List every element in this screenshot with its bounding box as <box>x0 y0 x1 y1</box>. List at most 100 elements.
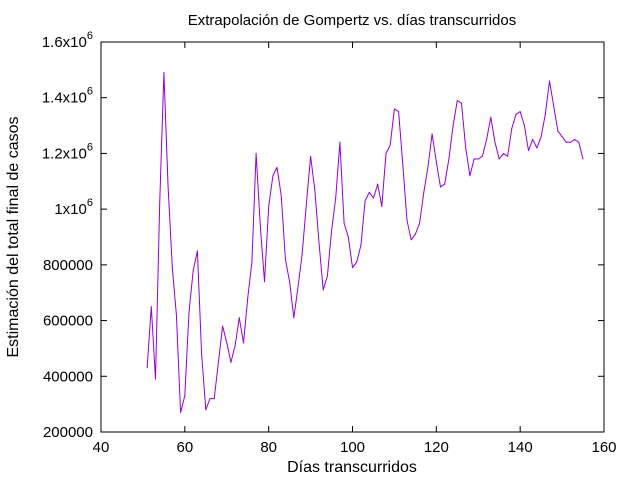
y-tick-label-base: 1.2x10 <box>42 145 87 162</box>
x-tick-label: 100 <box>340 439 365 456</box>
data-point <box>435 161 437 163</box>
data-point <box>406 219 408 221</box>
data-point <box>448 158 450 160</box>
y-tick-label-exponent: 6 <box>87 86 93 98</box>
data-point <box>167 186 169 188</box>
data-point <box>305 203 307 205</box>
data-point <box>243 342 244 344</box>
y-tick-label: 1.6x106 <box>42 30 93 51</box>
y-tick-label-exponent: 6 <box>87 141 93 153</box>
y-tick-label-base: 1.4x10 <box>42 90 87 107</box>
data-point <box>452 125 454 127</box>
data-point <box>536 147 538 149</box>
data-point <box>314 189 316 191</box>
data-point <box>511 127 513 129</box>
data-point <box>209 398 211 400</box>
data-point <box>553 105 555 107</box>
x-tick-label: 60 <box>176 439 193 456</box>
data-point <box>549 80 550 82</box>
data-point <box>163 72 165 74</box>
data-point <box>213 398 215 400</box>
series-line <box>146 72 584 413</box>
data-point <box>301 253 303 255</box>
data-point <box>528 150 529 152</box>
data-point <box>481 155 483 157</box>
data-point <box>259 225 261 227</box>
y-axis-title: Estimación del total final de casos <box>5 116 22 357</box>
data-point <box>297 286 299 288</box>
data-point <box>473 158 475 160</box>
data-point <box>444 183 446 185</box>
data-point <box>226 342 228 344</box>
data-point <box>171 267 173 269</box>
data-point <box>540 136 542 138</box>
x-tick-label: 80 <box>260 439 277 456</box>
data-point <box>230 361 232 363</box>
y-tick-label: 600000 <box>43 313 93 330</box>
data-point <box>310 155 312 157</box>
data-point <box>523 125 525 127</box>
data-point <box>557 130 559 132</box>
y-tick-label: 800000 <box>43 257 93 274</box>
data-point <box>280 194 282 196</box>
data-point <box>402 164 404 166</box>
data-point <box>561 136 563 138</box>
data-point <box>381 205 383 207</box>
data-point <box>217 361 219 363</box>
x-tick-label: 120 <box>424 439 449 456</box>
data-point <box>477 158 479 160</box>
data-point <box>574 139 576 140</box>
data-point <box>268 205 270 207</box>
data-point <box>389 144 391 146</box>
data-point <box>188 311 190 313</box>
data-point <box>414 233 416 235</box>
data-point <box>247 297 249 299</box>
data-point <box>343 222 345 224</box>
data-point <box>276 166 278 168</box>
data-point <box>180 412 182 413</box>
data-point <box>502 152 504 154</box>
data-point <box>465 147 467 149</box>
data-point <box>159 203 161 205</box>
data-point <box>175 314 177 316</box>
data-point <box>423 191 425 193</box>
data-point <box>364 200 366 202</box>
data-point <box>544 113 546 115</box>
data-point <box>331 230 332 232</box>
data-point <box>486 139 488 140</box>
data-point <box>293 317 295 319</box>
y-tick-label-exponent: 6 <box>87 30 93 42</box>
data-point <box>322 289 324 291</box>
data-point <box>393 108 395 110</box>
y-tick-label: 1.2x106 <box>42 141 93 162</box>
y-tick-label-exponent: 6 <box>87 197 93 209</box>
data-point <box>456 100 458 101</box>
data-point <box>326 275 328 277</box>
data-point <box>431 133 433 135</box>
data-point <box>570 141 571 143</box>
data-point <box>289 281 291 283</box>
chart-title: Extrapolación de Gompertz vs. días trans… <box>188 12 516 29</box>
data-point <box>519 111 521 113</box>
data-point <box>515 113 517 115</box>
x-tick-label: 140 <box>508 439 533 456</box>
data-point <box>360 244 362 246</box>
data-point <box>155 378 156 380</box>
data-point <box>238 317 240 319</box>
data-point <box>507 155 509 157</box>
data-point <box>146 367 148 369</box>
data-point <box>578 141 580 143</box>
data-point <box>335 197 337 199</box>
data-point <box>234 345 236 347</box>
data-point <box>427 166 429 168</box>
data-point <box>532 139 534 140</box>
y-tick-label: 400000 <box>43 368 93 385</box>
data-point <box>494 141 496 143</box>
data-point <box>356 261 358 263</box>
data-point <box>255 152 257 154</box>
data-point <box>352 267 353 269</box>
data-point <box>150 306 152 308</box>
data-point <box>264 281 265 283</box>
data-point <box>339 141 341 143</box>
